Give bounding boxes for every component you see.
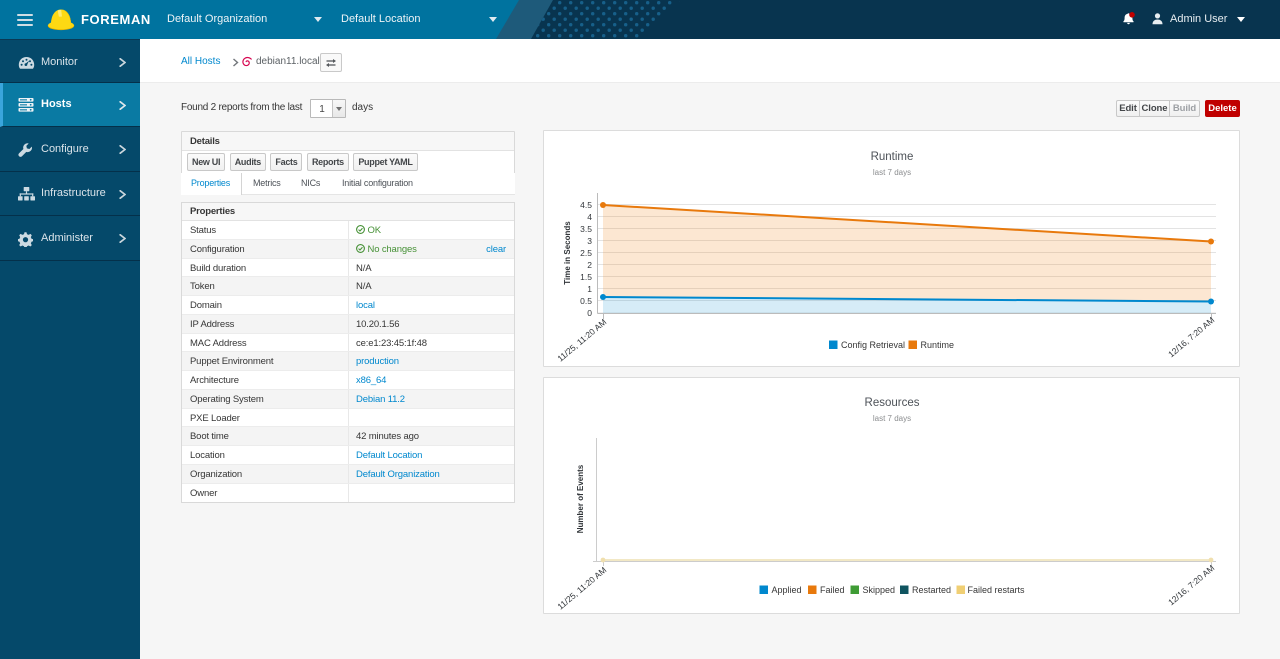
svg-text:4: 4 bbox=[587, 212, 592, 222]
svg-text:Restarted: Restarted bbox=[912, 585, 951, 595]
svg-text:last 7 days: last 7 days bbox=[873, 168, 911, 177]
svg-text:12/16, 7:20 AM: 12/16, 7:20 AM bbox=[1166, 563, 1216, 607]
svg-text:2.5: 2.5 bbox=[580, 248, 592, 258]
svg-text:1.5: 1.5 bbox=[580, 272, 592, 282]
svg-text:Resources: Resources bbox=[865, 397, 920, 409]
svg-text:Applied: Applied bbox=[772, 585, 802, 595]
svg-text:last 7 days: last 7 days bbox=[873, 414, 911, 423]
svg-text:Time in Seconds: Time in Seconds bbox=[563, 221, 572, 285]
svg-text:0.5: 0.5 bbox=[580, 296, 592, 306]
svg-text:Number of Events: Number of Events bbox=[576, 464, 585, 533]
svg-text:11/25, 11:20 AM: 11/25, 11:20 AM bbox=[555, 317, 608, 364]
svg-text:Runtime: Runtime bbox=[921, 340, 955, 350]
svg-text:Skipped: Skipped bbox=[863, 585, 896, 595]
svg-text:0: 0 bbox=[587, 308, 592, 318]
svg-text:1: 1 bbox=[587, 284, 592, 294]
svg-text:Runtime: Runtime bbox=[871, 151, 914, 163]
svg-text:Config Retrieval: Config Retrieval bbox=[841, 340, 905, 350]
svg-text:Failed restarts: Failed restarts bbox=[968, 585, 1026, 595]
svg-text:4.5: 4.5 bbox=[580, 200, 592, 210]
svg-text:Failed: Failed bbox=[820, 585, 845, 595]
svg-text:11/25, 11:20 AM: 11/25, 11:20 AM bbox=[555, 565, 608, 612]
svg-text:3.5: 3.5 bbox=[580, 224, 592, 234]
svg-text:3: 3 bbox=[587, 236, 592, 246]
svg-text:12/16, 7:20 AM: 12/16, 7:20 AM bbox=[1166, 315, 1216, 359]
svg-text:2: 2 bbox=[587, 260, 592, 270]
